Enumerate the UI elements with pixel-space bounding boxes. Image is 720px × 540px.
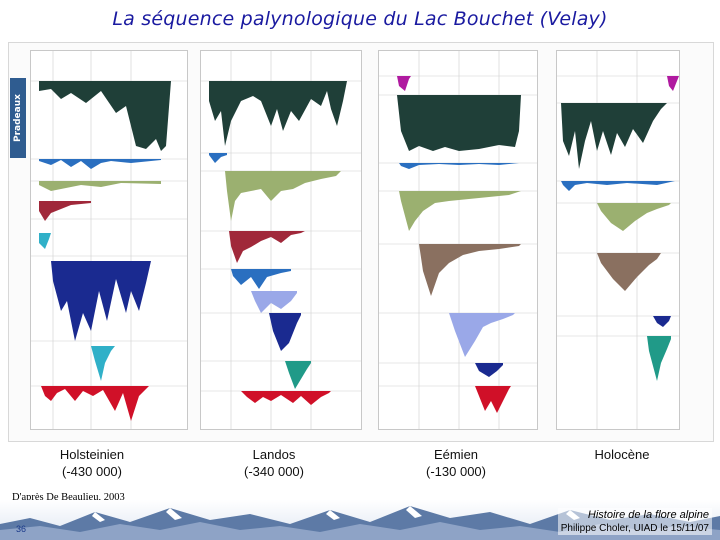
period-age: (-430 000) <box>62 464 122 479</box>
period-label-holsteinien: Holsteinien (-430 000) <box>22 446 162 480</box>
slide-title: La séquence palynologique du Lac Bouchet… <box>112 8 608 30</box>
period-name: Eémien <box>433 447 479 462</box>
pollen-panel-landos <box>200 50 362 430</box>
footer-credits: Histoire de la flore alpine Philippe Cho… <box>557 508 712 535</box>
pollen-panel-eemien <box>378 50 538 430</box>
footer-author: Philippe Choler, UIAD le 15/11/07 <box>560 523 709 534</box>
period-age: (-130 000) <box>426 464 486 479</box>
slide-number: 36 <box>16 524 27 534</box>
pollen-panel-holocene <box>556 50 680 430</box>
site-label-strip: Pradeaux <box>8 48 28 388</box>
pollen-curves-eemien <box>379 51 537 429</box>
period-name: Landos <box>252 447 296 462</box>
pollen-curves-holsteinien <box>31 51 187 429</box>
period-name: Holsteinien <box>59 447 125 462</box>
site-label: Pradeaux <box>10 78 26 158</box>
source-credit: D'après De Beaulieu, 2003 <box>12 492 125 503</box>
pollen-curves-landos <box>201 51 361 429</box>
period-label-holocene: Holocène <box>552 446 692 463</box>
period-age: (-340 000) <box>244 464 304 479</box>
period-name: Holocène <box>594 447 650 462</box>
period-label-eemien: Eémien (-130 000) <box>386 446 526 480</box>
footer-subject: Histoire de la flore alpine <box>587 509 709 521</box>
pollen-curves-holocene <box>557 51 679 429</box>
period-label-landos: Landos (-340 000) <box>204 446 344 480</box>
pollen-panel-holsteinien <box>30 50 188 430</box>
